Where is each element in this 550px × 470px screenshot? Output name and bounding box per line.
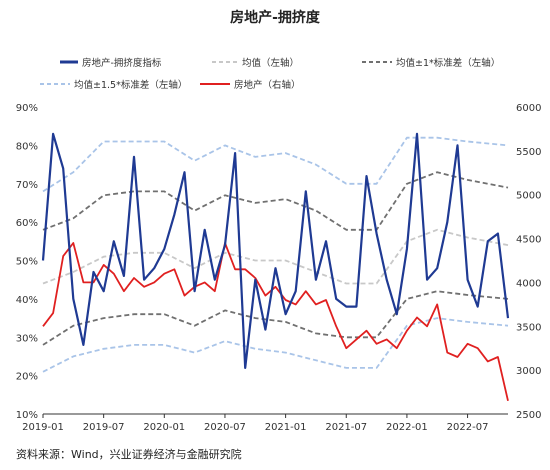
y-right-tick-label: 5500 — [516, 147, 541, 158]
y-right-tick-label: 4500 — [516, 235, 541, 246]
legend-label-std15: 均值±1.5*标准差（左轴） — [74, 79, 187, 91]
series-line-std15-lower — [42, 317, 509, 373]
legend-label-realestate: 房地产（右轴） — [234, 79, 301, 91]
source-note: 资料来源：Wind，兴业证券经济与金融研究院 — [16, 447, 242, 461]
y-left-tick-label: 90% — [16, 103, 38, 114]
y-left-tick-label: 80% — [16, 141, 38, 152]
x-tick-label: 2022-07 — [447, 422, 489, 433]
y-left-tick-label: 50% — [16, 257, 38, 268]
y-left-tick-label: 10% — [16, 410, 38, 421]
x-tick-label: 2019-01 — [22, 422, 64, 433]
series-line-std15 — [42, 136, 509, 193]
legend-label-mean: 均值（左轴） — [242, 57, 299, 69]
x-tick-label: 2019-07 — [83, 422, 125, 433]
y-right-tick-label: 3000 — [516, 366, 541, 377]
y-left-tick-label: 70% — [16, 180, 38, 191]
chart-title: 房地产-拥挤度 — [230, 9, 321, 26]
y-left-tick-label: 30% — [16, 333, 38, 344]
series-line-crowding — [41, 132, 510, 369]
x-tick-label: 2020-01 — [143, 422, 185, 433]
series-line-mean — [42, 228, 509, 285]
series-line-realestate — [42, 242, 509, 402]
series-lines — [41, 132, 510, 402]
series-line-std1-lower — [42, 290, 509, 346]
y-right-tick-label: 5000 — [516, 191, 541, 202]
x-tick-label: 2021-07 — [325, 422, 367, 433]
y-left-tick-label: 60% — [16, 218, 38, 229]
y-right-tick-label: 4000 — [516, 278, 541, 289]
y-left-tick-label: 20% — [16, 372, 38, 383]
y-right-tick-label: 3500 — [516, 322, 541, 333]
axes: 90% 80% 70% 60% 50% 40% 30% 20% 10% 6000 5500 5000 4… — [16, 103, 542, 433]
x-tick-label: 2020-07 — [204, 422, 246, 433]
legend: 房地产-拥挤度指标 均值（左轴） 均值±1*标准差（左轴） 均值±1.5*标准差… — [40, 57, 500, 91]
x-tick-label: 2021-01 — [265, 422, 307, 433]
y-left-tick-label: 40% — [16, 295, 38, 306]
band-lines — [42, 136, 509, 373]
legend-label-std1: 均值±1*标准差（左轴） — [396, 57, 500, 69]
y-right-tick-label: 6000 — [516, 103, 541, 114]
legend-label-crowding: 房地产-拥挤度指标 — [82, 57, 162, 69]
x-tick-label: 2022-01 — [386, 422, 428, 433]
y-right-tick-label: 2500 — [516, 410, 541, 421]
series-line-std1 — [42, 171, 509, 231]
